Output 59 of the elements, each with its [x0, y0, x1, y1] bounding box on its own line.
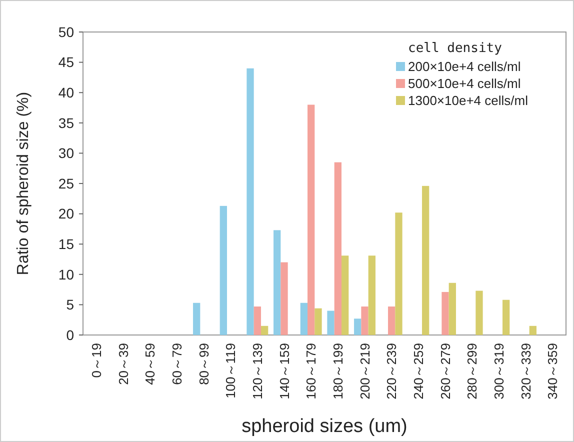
bar: [476, 290, 483, 335]
bar: [442, 292, 449, 335]
bar: [361, 306, 368, 335]
y-axis-title: Ratio of spheroid size (%): [15, 92, 32, 276]
bar: [368, 256, 376, 335]
bar: [529, 326, 536, 335]
y-tick-label: 50: [58, 24, 74, 40]
x-tick-label: 80～99: [196, 343, 212, 385]
x-tick-label: 160～179: [304, 343, 319, 400]
x-tick-label: 320～339: [518, 343, 534, 400]
x-tick-label: 220～239: [384, 343, 400, 400]
y-tick-label: 45: [58, 54, 74, 70]
legend-label: 200×10e+4 cells/ml: [408, 59, 521, 74]
legend-label: 1300×10e+4 cells/ml: [408, 93, 528, 108]
x-tick-label: 40～59: [142, 343, 158, 385]
y-tick-label: 25: [58, 175, 74, 192]
x-tick-label: 100～119: [223, 343, 238, 398]
bar: [502, 300, 510, 335]
bar: [308, 104, 315, 335]
bar: [354, 318, 362, 335]
x-tick-label: 180～199: [330, 343, 346, 400]
x-tick-label: 280～299: [464, 343, 480, 400]
x-tick-label: 140～159: [276, 343, 292, 400]
legend-title: cell density: [408, 41, 502, 56]
x-tick-label: 0～19: [88, 343, 104, 378]
bar: [300, 302, 308, 335]
y-tick-label: 0: [66, 326, 74, 343]
bar: [422, 186, 430, 335]
x-axis-title: spheroid sizes (um): [242, 416, 408, 437]
y-tick-label: 30: [58, 145, 74, 162]
bar: [341, 256, 349, 335]
bar: [448, 282, 456, 335]
bar: [388, 306, 396, 335]
bar: [260, 326, 268, 335]
bar: [246, 68, 254, 335]
x-tick-label: 340～359: [545, 343, 560, 400]
x-tick-label: 20～39: [116, 343, 131, 385]
bar: [254, 306, 261, 335]
y-tick-label: 35: [58, 114, 74, 131]
y-tick-label: 10: [58, 266, 74, 282]
x-tick-label: 120～139: [250, 343, 265, 400]
bar: [220, 206, 228, 335]
x-tick-label: 200～219: [357, 343, 372, 400]
x-tick-label: 60～79: [169, 343, 184, 385]
bar: [395, 212, 402, 335]
bar: [193, 302, 200, 335]
y-tick-label: 15: [58, 236, 74, 252]
bar: [280, 262, 288, 335]
x-tick-label: 240～259: [410, 343, 426, 400]
bar: [334, 162, 342, 335]
y-tick-label: 20: [58, 206, 74, 222]
y-tick-label: 5: [66, 296, 74, 313]
bar: [274, 230, 281, 335]
bar: [314, 308, 322, 335]
legend-label: 500×10e+4 cells/ml: [408, 76, 521, 91]
x-tick-label: 300～319: [491, 343, 506, 400]
bar: [327, 310, 334, 335]
x-tick-label: 260～279: [438, 343, 453, 400]
y-tick-label: 40: [58, 84, 74, 100]
